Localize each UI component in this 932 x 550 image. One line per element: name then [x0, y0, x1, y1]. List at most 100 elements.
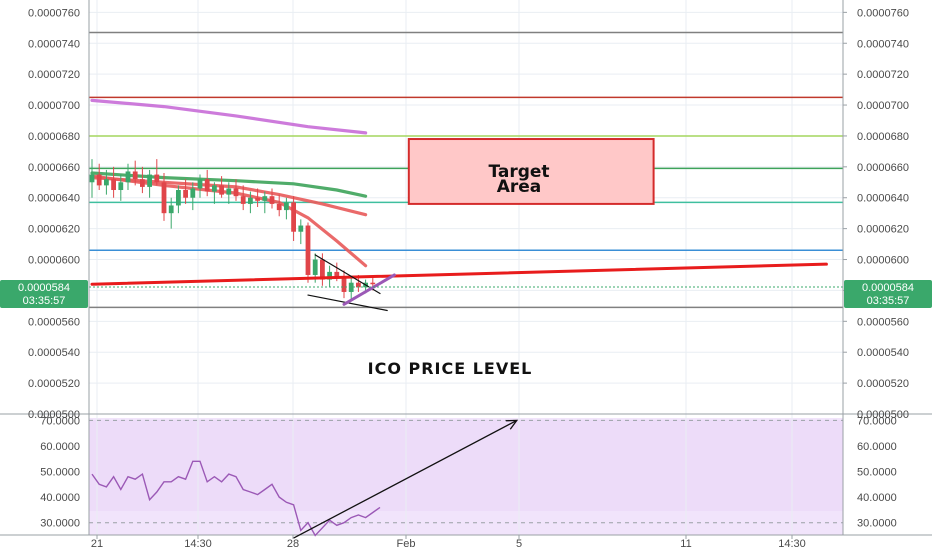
time-tick-2: 28 — [287, 538, 299, 550]
rsi-tick-right-4: 30.0000 — [857, 518, 897, 530]
candle-body-30 — [305, 225, 311, 275]
candle-body-36 — [348, 282, 354, 292]
price-tick-left-2: 0.0000720 — [28, 69, 80, 81]
price-badge-left-countdown: 03:35:57 — [23, 295, 66, 307]
price-tick-left-12: 0.0000520 — [28, 378, 80, 390]
candle-body-16 — [204, 179, 210, 192]
price-tick-left-5: 0.0000660 — [28, 162, 80, 174]
price-tick-right-4: 0.0000680 — [857, 131, 909, 143]
price-tick-left-13: 0.0000500 — [28, 409, 80, 421]
candle-body-18 — [219, 185, 224, 195]
rsi-band-30-70 — [89, 420, 843, 511]
rsi-tick-right-3: 40.0000 — [857, 492, 897, 504]
candle-body-10 — [161, 182, 167, 214]
rsi-arrow-head — [505, 419, 519, 430]
price-badge-left: 0.0000584 03:35:57 — [0, 280, 88, 308]
candle-body-19 — [226, 188, 232, 195]
price-tick-right-0: 0.0000760 — [857, 7, 909, 19]
price-tick-right-13: 0.0000500 — [857, 409, 909, 421]
time-tick-5: 11 — [680, 538, 691, 550]
grid — [89, 0, 843, 535]
trendline-3 — [342, 273, 396, 306]
candle-body-34 — [334, 271, 340, 277]
candle-body-12 — [176, 190, 181, 206]
time-tick-1: 14:30 — [184, 538, 212, 550]
price-badge-right: 0.0000584 03:35:57 — [844, 280, 932, 308]
price-tick-left-11: 0.0000540 — [28, 347, 80, 359]
price-badge-left-bg — [0, 280, 88, 308]
price-tick-right-1: 0.0000740 — [857, 38, 909, 50]
rsi-axis-right[interactable]: 70.0000 60.0000 50.0000 40.0000 30.0000 — [857, 415, 897, 529]
ico-price-level-label: ICO PRICE LEVEL — [368, 359, 533, 378]
candle-body-23 — [255, 197, 260, 201]
price-tick-right-2: 0.0000720 — [857, 69, 909, 81]
candle-body-28 — [291, 202, 296, 232]
candle-body-11 — [168, 205, 174, 214]
candle-body-29 — [298, 225, 304, 232]
rsi-tick-left-1: 60.0000 — [40, 441, 80, 453]
candle-body-4 — [118, 182, 124, 191]
candle-body-3 — [111, 179, 116, 191]
rsi-indicator — [89, 419, 843, 539]
candle-body-9 — [154, 174, 160, 183]
time-axis[interactable]: 21 14:30 28 Feb 5 11 14:30 — [91, 535, 806, 550]
price-badge-right-price: 0.0000584 — [862, 282, 914, 294]
price-tick-left-8: 0.0000600 — [28, 255, 80, 267]
price-tick-left-7: 0.0000620 — [28, 224, 80, 236]
price-badge-right-bg — [844, 280, 932, 308]
rsi-tick-right-2: 50.0000 — [857, 467, 897, 479]
price-tick-left-10: 0.0000560 — [28, 316, 80, 328]
price-tick-right-8: 0.0000600 — [857, 255, 909, 267]
trendline-0 — [90, 262, 828, 286]
candle-body-1 — [96, 174, 102, 186]
candle-body-22 — [248, 197, 253, 204]
target-area-box[interactable] — [407, 138, 655, 205]
rsi-tick-right-1: 60.0000 — [857, 441, 897, 453]
time-tick-6: 14:30 — [778, 538, 806, 550]
time-tick-0: 21 — [91, 538, 103, 550]
time-tick-4: 5 — [516, 538, 522, 550]
candle-body-6 — [132, 171, 138, 180]
price-tick-right-12: 0.0000520 — [857, 378, 909, 390]
rsi-tick-left-2: 50.0000 — [40, 467, 80, 479]
price-tick-right-3: 0.0000700 — [857, 100, 909, 112]
candle-body-5 — [125, 171, 131, 183]
candle-body-27 — [284, 202, 289, 211]
price-tick-right-5: 0.0000660 — [857, 162, 909, 174]
candle-body-37 — [356, 282, 361, 288]
time-tick-3: Feb — [397, 538, 416, 550]
rsi-tick-left-4: 30.0000 — [40, 518, 80, 530]
price-tick-left-0: 0.0000760 — [28, 7, 80, 19]
candle-body-31 — [312, 259, 318, 275]
candle-body-2 — [104, 179, 109, 186]
candlesticks — [89, 159, 376, 300]
target-area-label-line2: Area — [497, 177, 542, 197]
candle-body-15 — [197, 179, 203, 189]
candle-body-24 — [262, 196, 268, 201]
price-tick-right-11: 0.0000540 — [857, 347, 909, 359]
rsi-tick-left-3: 40.0000 — [40, 492, 80, 504]
candle-body-8 — [147, 174, 152, 187]
rsi-axis-left[interactable]: 70.0000 60.0000 50.0000 40.0000 30.0000 — [40, 415, 80, 529]
price-tick-left-3: 0.0000700 — [28, 100, 80, 112]
target-area[interactable]: Target Area — [407, 138, 655, 205]
candle-body-0 — [89, 174, 95, 183]
price-tick-left-1: 0.0000740 — [28, 38, 80, 50]
candle-body-20 — [233, 188, 239, 197]
candle-body-21 — [240, 196, 246, 204]
price-tick-left-4: 0.0000680 — [28, 131, 80, 143]
candle-body-39 — [370, 282, 376, 285]
candle-body-25 — [269, 196, 275, 204]
candle-body-32 — [320, 259, 325, 280]
price-badge-left-price: 0.0000584 — [18, 282, 70, 294]
candle-body-35 — [341, 276, 347, 292]
rsi-tick-right-0: 70.0000 — [857, 415, 897, 427]
candle-body-33 — [327, 271, 332, 280]
candle-body-14 — [190, 188, 196, 198]
rsi-arrow-shaft — [293, 419, 518, 539]
rsi-tick-left-0: 70.0000 — [40, 415, 80, 427]
rsi-line — [91, 460, 381, 537]
candle-body-26 — [276, 203, 282, 211]
candle-body-17 — [212, 185, 217, 192]
